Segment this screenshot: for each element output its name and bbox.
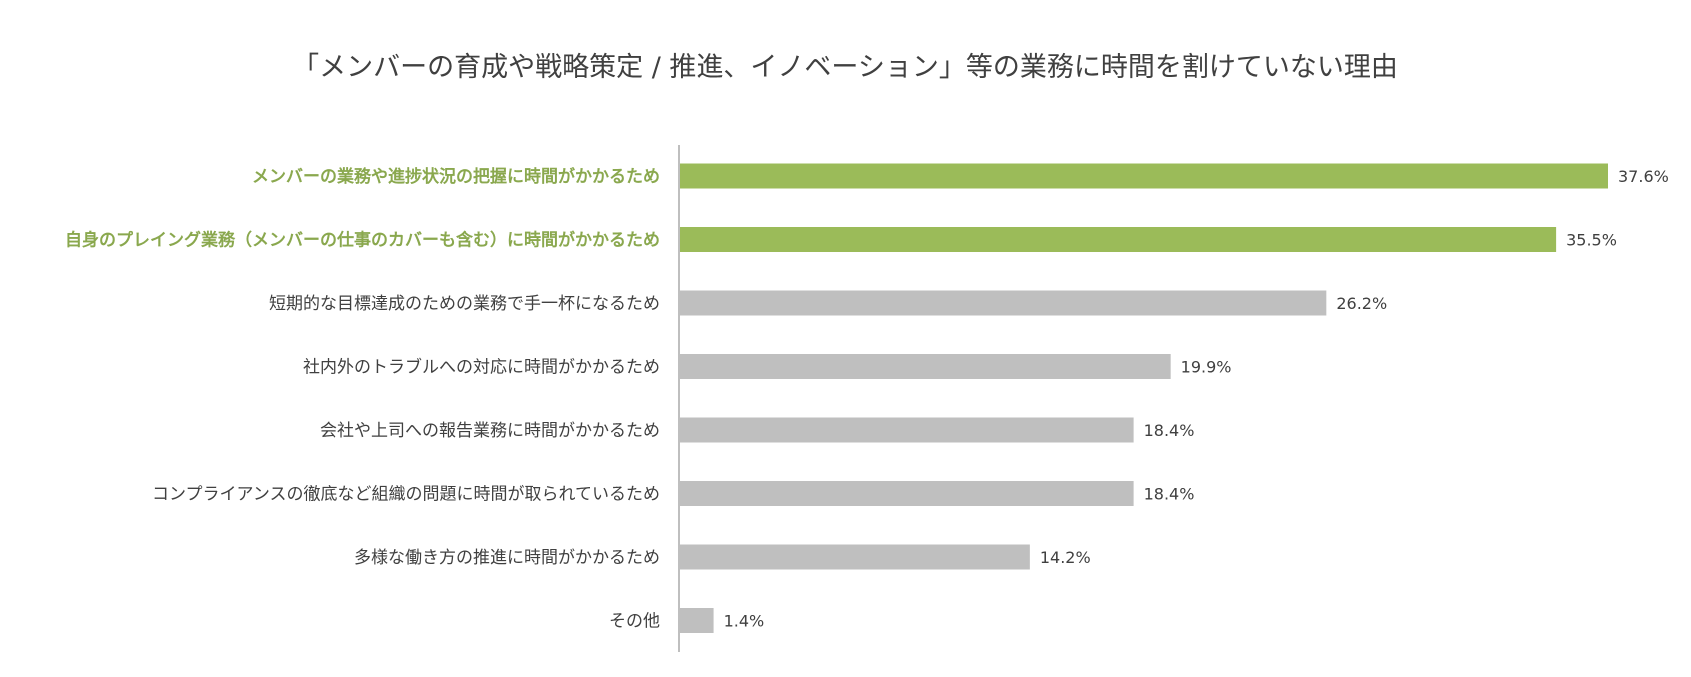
bars-group: メンバーの業務や進捗状況の把握に時間がかかるため 37.6% 自身のプレイング業務（… — [65, 163, 1669, 633]
category-label-5: コンプライアンスの徹底など組織の問題に時間が取られているため — [152, 485, 660, 505]
value-label-4: 18.4% — [1144, 421, 1195, 440]
value-label-1: 35.5% — [1566, 231, 1617, 250]
category-label-0: メンバーの業務や進捗状況の把握に時間がかかるため — [252, 166, 660, 187]
category-label-3: 社内外のトラブルへの対応に時間がかかるため — [303, 357, 660, 378]
bar-1 — [679, 227, 1557, 252]
value-label-0: 37.6% — [1618, 167, 1669, 186]
bar-3 — [679, 354, 1171, 379]
value-label-6: 14.2% — [1040, 548, 1091, 567]
bar-5 — [679, 481, 1134, 506]
category-label-4: 会社や上司への報告業務に時間がかかるため — [320, 421, 660, 441]
value-label-7: 1.4% — [724, 612, 765, 631]
value-label-2: 26.2% — [1336, 294, 1387, 313]
bar-4 — [679, 417, 1134, 443]
category-label-2: 短期的な目標達成のための業務で手一杯になるため — [269, 294, 660, 314]
value-label-5: 18.4% — [1144, 485, 1195, 504]
bar-6 — [679, 544, 1030, 570]
bar-0 — [679, 163, 1608, 189]
category-label-6: 多様な働き方の推進に時間がかかるため — [354, 548, 660, 568]
chart-title: 「メンバーの育成や戦略策定 / 推進、イノベーション」等の業務に時間を割けていな… — [292, 52, 1398, 83]
bar-2 — [679, 290, 1327, 316]
value-label-3: 19.9% — [1181, 358, 1232, 377]
category-label-1: 自身のプレイング業務（メンバーの仕事のカバーも含む）に時間がかかるため — [65, 230, 660, 251]
bar-7 — [679, 608, 714, 633]
category-label-7: その他 — [609, 612, 660, 632]
